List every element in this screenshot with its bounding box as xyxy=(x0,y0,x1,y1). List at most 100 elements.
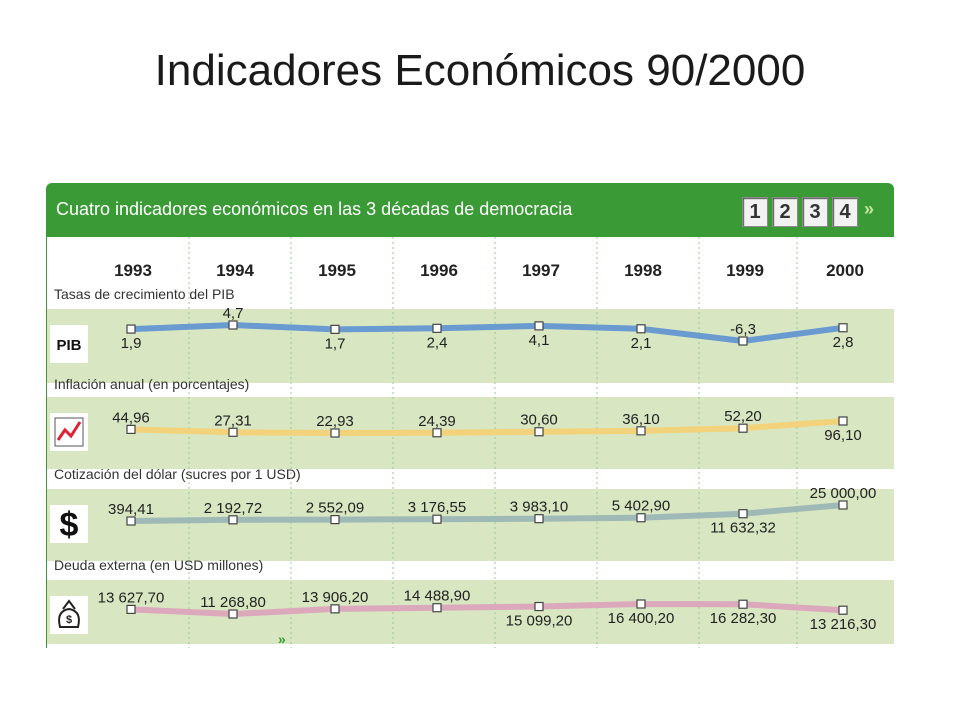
data-point xyxy=(330,514,340,525)
data-label: 16 282,30 xyxy=(710,610,777,627)
data-point xyxy=(228,609,238,619)
data-label: 13 906,20 xyxy=(302,589,369,606)
panel-icon-box xyxy=(50,505,88,543)
money-bag-icon xyxy=(58,607,80,628)
year-label: 2000 xyxy=(826,261,864,280)
slide-title: Indicadores Económicos 90/2000 xyxy=(154,46,806,95)
data-label: 2,1 xyxy=(631,335,652,352)
data-point xyxy=(126,324,136,334)
data-label: 30,60 xyxy=(520,412,558,429)
data-point xyxy=(126,604,136,615)
indicators-chart: 1993 1994 1995 1996 1997 1998 1999 2000 Tasas de… xyxy=(46,237,894,648)
panel-band xyxy=(46,309,894,383)
series-line xyxy=(128,418,846,436)
data-point xyxy=(838,323,848,333)
indicators-widget: Cuatro indicadores económicos en las 3 d… xyxy=(46,183,894,648)
dollar-icon: $ xyxy=(60,506,79,544)
panel-label: Deuda externa (en USD millones) xyxy=(54,557,263,573)
data-point xyxy=(738,599,748,609)
data-label: 16 400,20 xyxy=(608,610,675,627)
data-point xyxy=(534,427,544,437)
data-point xyxy=(838,416,848,426)
data-point xyxy=(330,324,340,334)
data-label: 1,9 xyxy=(121,335,142,352)
year-label: 1994 xyxy=(216,261,254,280)
data-point xyxy=(838,605,848,615)
data-label: -6,3 xyxy=(730,321,756,338)
data-label: 52,20 xyxy=(724,408,762,425)
series-line xyxy=(128,502,846,524)
data-point xyxy=(432,428,442,438)
data-label: 3 983,10 xyxy=(510,499,568,516)
data-point xyxy=(126,424,136,434)
data-point xyxy=(738,509,748,519)
data-point xyxy=(534,321,544,331)
widget-title: Cuatro indicadores económicos en las 3 d… xyxy=(56,199,573,219)
money-bag-tie xyxy=(62,599,76,610)
data-label: 3 176,55 xyxy=(408,499,466,516)
year-label: 1993 xyxy=(114,261,152,280)
next-page-icon[interactable]: » xyxy=(864,199,875,219)
panel-label: Inflación anual (en porcentajes) xyxy=(54,376,249,392)
year-label: 1997 xyxy=(522,261,560,280)
data-label: 5 402,90 xyxy=(612,498,670,515)
data-label: 25 000,00 xyxy=(810,485,877,502)
bottom-arrow-icon: » xyxy=(278,631,286,647)
page-button-1[interactable]: 1 xyxy=(742,197,768,227)
year-label: 1999 xyxy=(726,261,764,280)
data-point xyxy=(534,514,544,524)
data-point xyxy=(534,601,544,612)
data-label: 96,10 xyxy=(824,427,862,444)
data-label: 4,7 xyxy=(223,305,244,322)
year-label: 1995 xyxy=(318,261,356,280)
data-label: 27,31 xyxy=(214,412,252,429)
panel-icon-box xyxy=(50,325,88,363)
data-point xyxy=(738,336,748,346)
data-point xyxy=(228,515,238,525)
data-label: 24,39 xyxy=(418,413,456,430)
data-label: 2,4 xyxy=(427,334,448,351)
series-line xyxy=(128,601,846,617)
data-label: 11 268,80 xyxy=(200,594,266,611)
data-label: 36,10 xyxy=(622,411,660,428)
page-button-2[interactable]: 2 xyxy=(772,197,798,227)
widget-header: Cuatro indicadores económicos en las 3 d… xyxy=(46,183,894,237)
data-label: 4,1 xyxy=(529,332,550,349)
data-point xyxy=(838,500,848,510)
data-point xyxy=(636,513,646,523)
page-button-3[interactable]: 3 xyxy=(802,197,828,227)
data-label: 13 627,70 xyxy=(98,589,165,606)
data-label: 15 099,20 xyxy=(506,613,573,630)
data-label: 2 192,72 xyxy=(204,500,262,517)
data-point xyxy=(330,604,340,614)
year-label: 1996 xyxy=(420,261,458,280)
data-label: 44,96 xyxy=(112,409,150,426)
data-label: 2,8 xyxy=(833,334,854,351)
year-label: 1998 xyxy=(624,261,662,280)
data-point xyxy=(636,426,646,436)
panel-band xyxy=(46,489,894,561)
money-bag-sign: $ xyxy=(66,614,72,626)
data-point xyxy=(738,423,748,433)
data-point xyxy=(126,516,136,526)
data-label: 22,93 xyxy=(316,413,354,430)
data-point xyxy=(228,320,238,330)
data-label: 14 488,90 xyxy=(404,588,471,605)
data-label: 11 632,32 xyxy=(710,520,776,537)
panel-label: Tasas de crecimiento del PIB xyxy=(54,286,235,302)
panel-label: Cotización del dólar (sucres por 1 USD) xyxy=(54,466,301,482)
data-label: 1,7 xyxy=(325,335,346,352)
data-point xyxy=(636,599,646,609)
page-button-4[interactable]: 4 xyxy=(832,197,858,227)
data-label: 394,41 xyxy=(108,501,154,518)
data-point xyxy=(432,603,442,613)
data-point xyxy=(636,324,646,334)
data-point xyxy=(432,323,442,333)
pib-icon: PIB xyxy=(56,337,81,354)
data-point xyxy=(432,514,442,524)
data-label: 13 216,30 xyxy=(810,616,877,633)
series-line xyxy=(128,322,846,344)
chart-up-line xyxy=(56,421,82,441)
data-label: 2 552,09 xyxy=(306,500,364,517)
data-point xyxy=(228,427,238,437)
